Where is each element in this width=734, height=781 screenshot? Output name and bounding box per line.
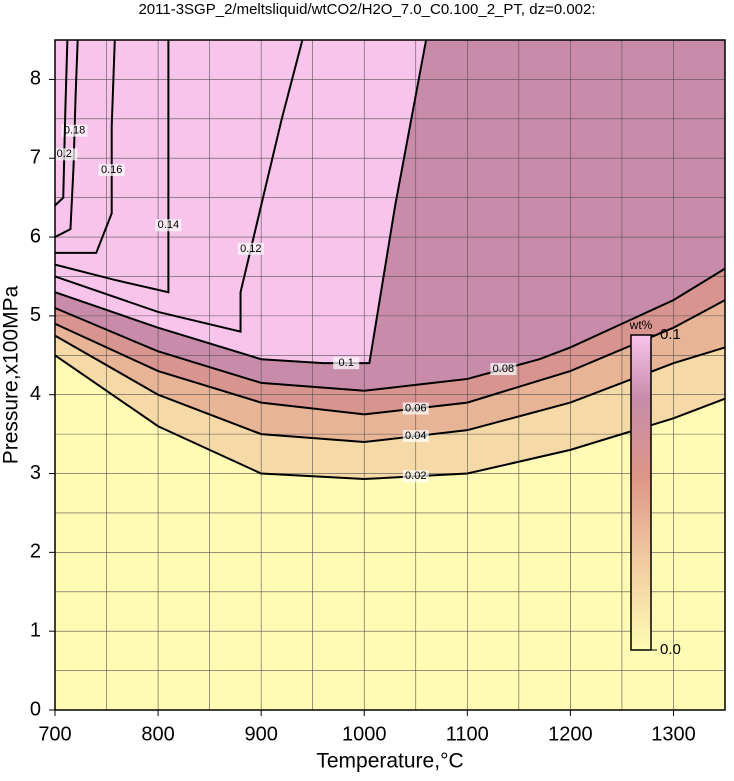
colorbar-tick-label: 0.0 [660, 641, 681, 658]
y-tick-label: 1 [30, 619, 41, 641]
contour-line [54, 40, 170, 294]
contour-label-bg [98, 164, 125, 177]
contour-label-bg [155, 219, 182, 232]
y-tick-label: 3 [30, 462, 41, 484]
chart-title: 2011-3SGP_2/meltsliquid/wtCO2/H2O_7.0_C0… [138, 1, 595, 18]
x-tick-label: 800 [141, 723, 174, 745]
contour-label: 0.12 [240, 243, 261, 255]
y-tick-label: 2 [30, 541, 41, 563]
y-tick-label: 8 [30, 68, 41, 90]
contour-fill [55, 40, 68, 206]
contour-line [54, 39, 79, 238]
x-tick-label: 1100 [446, 723, 489, 745]
y-tick-label: 7 [30, 147, 41, 169]
plot-frame [54, 39, 726, 711]
contour-label-bg [333, 357, 360, 370]
y-axis-label: Pressure,x100MPa [0, 285, 23, 464]
contour-label: 0.2 [57, 148, 72, 160]
x-tick-label: 700 [38, 723, 71, 745]
contour-label: 0.04 [405, 430, 426, 442]
contour-label-bg [402, 470, 429, 483]
contour-label: 0.18 [64, 125, 85, 137]
x-tick-label: 1300 [651, 723, 696, 745]
contour-label-bg [237, 242, 264, 255]
contour-label-bg [61, 124, 88, 137]
y-tick-label: 0 [30, 698, 41, 720]
y-tick-label: 4 [30, 383, 41, 405]
contour-label: 0.02 [405, 470, 426, 482]
contour-label: 0.08 [493, 363, 514, 375]
y-tick-label: 5 [30, 304, 41, 326]
colorbar-label: wt% [629, 318, 653, 332]
x-tick-label: 1200 [548, 723, 593, 745]
colorbar-tick-label: 0.1 [660, 326, 681, 343]
x-tick-label: 1000 [342, 723, 387, 745]
contour-line [54, 39, 428, 365]
contour-label: 0.1 [339, 357, 354, 369]
contour-label-bg [51, 148, 78, 161]
x-tick-label: 900 [244, 723, 277, 745]
contour-label-bg [490, 363, 517, 376]
contour-label: 0.14 [158, 219, 179, 231]
y-tick-label: 6 [30, 225, 41, 247]
contour-label: 0.06 [405, 402, 426, 414]
contour-line [55, 39, 116, 254]
colorbar [630, 334, 652, 651]
contour-line [54, 39, 304, 333]
contour-label-bg [402, 430, 429, 443]
contour-label: 0.16 [101, 164, 122, 176]
contour-line [54, 267, 726, 392]
contour-label-bg [402, 402, 429, 415]
x-axis-label: Temperature,°C [316, 750, 463, 773]
